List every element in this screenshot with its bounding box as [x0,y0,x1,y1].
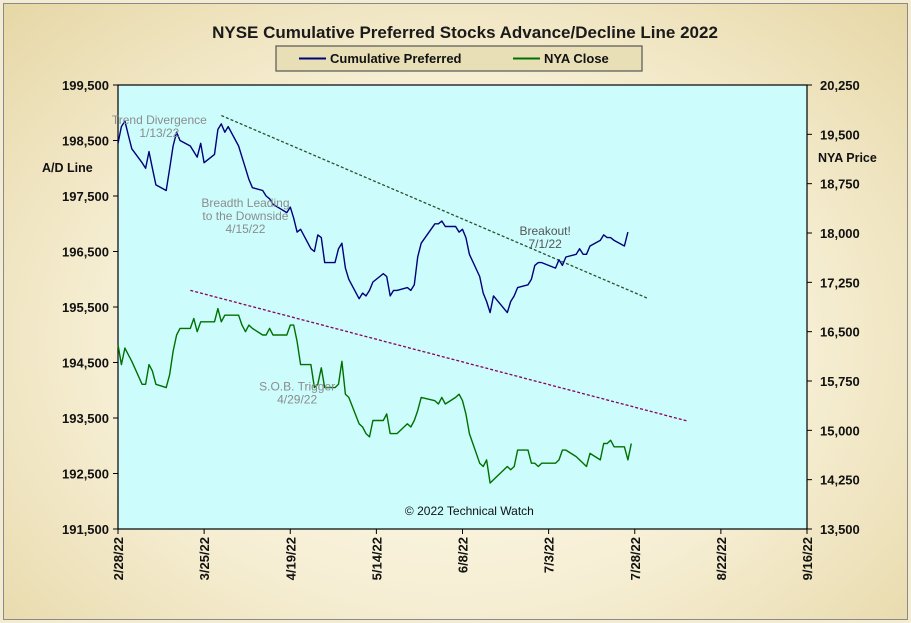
left-tick-label: 196,500 [62,245,109,260]
left-axis-title: A/D Line [42,161,93,175]
right-tick-label: 14,250 [820,473,860,488]
x-tick-label: 4/19/22 [283,537,298,580]
right-axis-title: NYA Price [818,151,877,165]
left-tick-label: 191,500 [62,522,109,537]
annotation-text: 1/13/22 [139,126,179,140]
right-tick-label: 20,250 [820,78,860,93]
left-axis: 199,500 198,500 197,500 196,500 195,500 194,5… [62,78,118,537]
annotation-text: Breakout! [519,224,570,238]
legend-box [275,45,643,72]
x-tick-label: 2/28/22 [111,537,126,580]
right-tick-label: 15,750 [820,374,860,389]
x-tick-label: 5/14/22 [369,537,384,580]
copyright-text: © 2022 Technical Watch [405,504,534,518]
x-tick-label: 3/25/22 [197,537,212,580]
left-tick-label: 194,500 [62,356,109,371]
annotation-text: Breadth Leading [201,196,289,210]
trendlines [190,114,687,422]
legend-label-cumulative: Cumulative Preferred [330,51,462,66]
annotation-text: to the Downside [202,209,288,223]
annotation-text: Trend Divergence [112,113,207,127]
left-tick-label: 195,500 [62,300,109,315]
series [117,120,632,484]
left-tick-label: 193,500 [62,411,109,426]
plot-area [117,84,808,530]
right-tick-label: 18,750 [820,177,860,192]
series-nya-close-line [117,307,632,484]
right-axis: 20,250 19,500 18,750 18,000 17,250 16,500 15,7… [807,78,860,537]
trendline-2 [190,289,687,422]
left-tick-label: 198,500 [62,134,109,149]
chart-title: NYSE Cumulative Preferred Stocks Advance… [212,23,718,42]
right-tick-label: 17,250 [820,275,860,290]
x-tick-label: 9/16/22 [800,537,815,580]
annotation-text: 7/1/22 [528,237,562,251]
series-cumulative-preferred-line [117,120,629,314]
annotation-text: 4/29/22 [277,392,317,406]
annotation-text: 4/15/22 [225,222,265,236]
right-tick-label: 13,500 [820,522,860,537]
annotation-text: S.O.B. Trigger [259,379,335,393]
left-tick-label: 199,500 [62,78,109,93]
x-tick-label: 8/22/22 [714,537,729,580]
x-tick-label: 7/28/22 [628,537,643,580]
trendline-1 [221,114,649,300]
right-tick-label: 15,000 [820,423,860,438]
right-tick-label: 18,000 [820,226,860,241]
right-tick-label: 19,500 [820,127,860,142]
x-tick-label: 7/3/22 [542,537,557,573]
x-tick-label: 6/8/22 [456,537,471,573]
right-tick-label: 16,500 [820,325,860,340]
left-tick-label: 192,500 [62,467,109,482]
legend-label-nya: NYA Close [544,51,609,66]
x-axis: 2/28/22 3/25/22 4/19/22 5/14/22 6/8/22 7/3/22… [111,529,815,580]
legend: Cumulative Preferred NYA Close [275,45,643,72]
left-tick-label: 197,500 [62,189,109,204]
